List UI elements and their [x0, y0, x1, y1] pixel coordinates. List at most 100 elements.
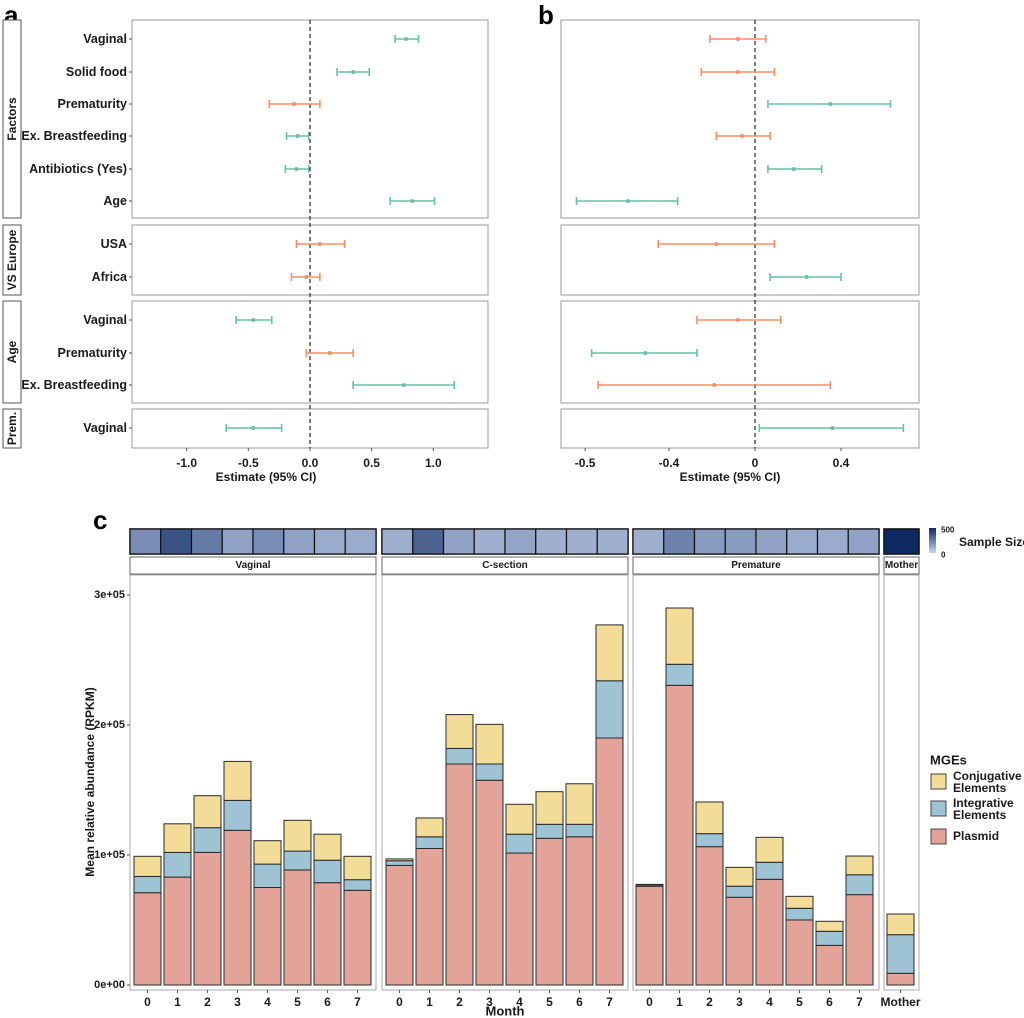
bar-segment-integrative — [565, 823, 594, 838]
facet-label: C-section — [482, 560, 528, 571]
y-tick-label: 2e+05 — [94, 719, 125, 731]
bar-segment-plasmid — [886, 972, 915, 986]
strip-label: Factors — [5, 97, 19, 141]
x-tick-label: 2 — [456, 995, 463, 1009]
x-tick-label: 7 — [856, 995, 863, 1009]
point-estimate — [327, 351, 332, 355]
row-label: Vaginal — [83, 313, 127, 327]
sample-size-max-label: 500 — [941, 526, 955, 535]
bar-segment-integrative — [445, 747, 474, 765]
x-tick-label: 0 — [752, 456, 759, 470]
row-label: Prematurity — [58, 97, 128, 111]
heatmap-tile — [283, 528, 316, 555]
bar-segment-plasmid — [665, 684, 694, 986]
legend-label-plasmid: Plasmid — [953, 829, 999, 843]
point-estimate — [351, 70, 356, 74]
row-label: Prematurity — [58, 346, 128, 360]
bar-segment-integrative — [253, 863, 282, 888]
sample-size-title: Sample Size — [959, 535, 1024, 549]
x-tick-label: 1.0 — [425, 456, 442, 470]
point-estimate — [404, 37, 409, 41]
bar-segment-conjugative — [886, 913, 915, 936]
bar-segment-integrative — [695, 833, 724, 848]
row-label: Antibiotics (Yes) — [29, 162, 127, 176]
point-estimate — [804, 275, 809, 279]
x-tick-label: Mother — [881, 995, 921, 1009]
heatmap-tile — [724, 528, 757, 555]
panel-b: b -0.5 -0.4 0 0.4 Estimate (95% CI) — [538, 0, 920, 484]
heatmap-tile — [755, 528, 788, 555]
point-estimate — [735, 70, 740, 74]
legend-label-conjugative: Conjugative — [953, 769, 1022, 783]
row-label: Ex. Breastfeeding — [21, 129, 127, 143]
row-label: Vaginal — [83, 421, 127, 435]
x-axis-title: Month — [486, 1004, 525, 1018]
bar-segment-plasmid — [815, 944, 844, 986]
strip-label: Prem. — [5, 412, 19, 445]
heatmap-tile — [883, 528, 920, 555]
point-estimate — [714, 242, 719, 246]
x-tick-label: -1.0 — [176, 456, 197, 470]
x-tick-label: 4 — [516, 995, 523, 1009]
bar-segment-conjugative — [785, 895, 814, 909]
bar-segment-integrative — [845, 874, 874, 896]
bar-segment-conjugative — [223, 760, 252, 801]
x-tick-label: 3 — [486, 995, 493, 1009]
facet-box — [560, 19, 920, 219]
heatmap-tile — [663, 528, 696, 555]
bar-segment-integrative — [283, 850, 312, 871]
heatmap-tile — [412, 528, 445, 555]
bar-segment-integrative — [415, 836, 444, 849]
heatmap-tile — [504, 528, 537, 555]
heatmap-tile — [473, 528, 506, 555]
x-tick-label: 0.4 — [833, 456, 850, 470]
bar-segment-integrative — [193, 827, 222, 853]
bar-segment-plasmid — [445, 763, 474, 986]
panel-letter-b: b — [538, 0, 554, 30]
sample-size-legend: 500 0 Sample Size — [929, 526, 1024, 560]
x-tick-label: 0 — [144, 995, 151, 1009]
heatmap-tile — [535, 528, 568, 555]
strip-label: Age — [5, 340, 19, 363]
legend-title: MGEs — [930, 753, 967, 768]
x-tick-label: 0 — [646, 995, 653, 1009]
x-tick-label: 6 — [826, 995, 833, 1009]
bar-segment-plasmid — [535, 837, 564, 986]
heatmap-tile — [693, 528, 726, 555]
heatmap-tile — [632, 528, 665, 555]
strip-box — [2, 19, 22, 219]
x-tick-label: -0.5 — [575, 456, 596, 470]
row-label: Age — [103, 194, 127, 208]
x-tick-label: 6 — [324, 995, 331, 1009]
bar-segment-integrative — [505, 833, 534, 854]
x-tick-label: 4 — [766, 995, 773, 1009]
bar-segment-conjugative — [665, 607, 694, 665]
y-tick-label: 0e+00 — [94, 979, 125, 991]
bar-segment-conjugative — [635, 883, 664, 886]
bar-segment-plasmid — [385, 864, 414, 986]
point-estimate — [291, 102, 296, 106]
bar-segment-plasmid — [343, 889, 372, 986]
point-estimate — [294, 167, 299, 171]
point-estimate — [401, 383, 406, 387]
bar-segment-integrative — [815, 930, 844, 946]
heatmap-tile — [847, 528, 880, 555]
point-estimate — [626, 199, 631, 203]
bar-segment-plasmid — [223, 829, 252, 986]
facet-label: Vaginal — [235, 560, 270, 571]
facet-strip — [129, 556, 377, 575]
bar-segment-integrative — [886, 934, 915, 974]
bar-segment-conjugative — [595, 624, 624, 682]
facet-strip — [883, 556, 920, 575]
facet-csection: C-section 0 1 2 3 4 5 6 7 — [381, 528, 629, 1009]
heatmap-tile — [190, 528, 223, 555]
legend-swatch-integrative — [930, 800, 947, 817]
bar-segment-plasmid — [785, 919, 814, 986]
x-tick-label: 0 — [396, 995, 403, 1009]
bar-segment-conjugative — [133, 855, 162, 877]
facet-vaginal: Vaginal 0 1 2 3 4 5 6 7 — [129, 528, 377, 1009]
x-tick-label: 1 — [426, 995, 433, 1009]
